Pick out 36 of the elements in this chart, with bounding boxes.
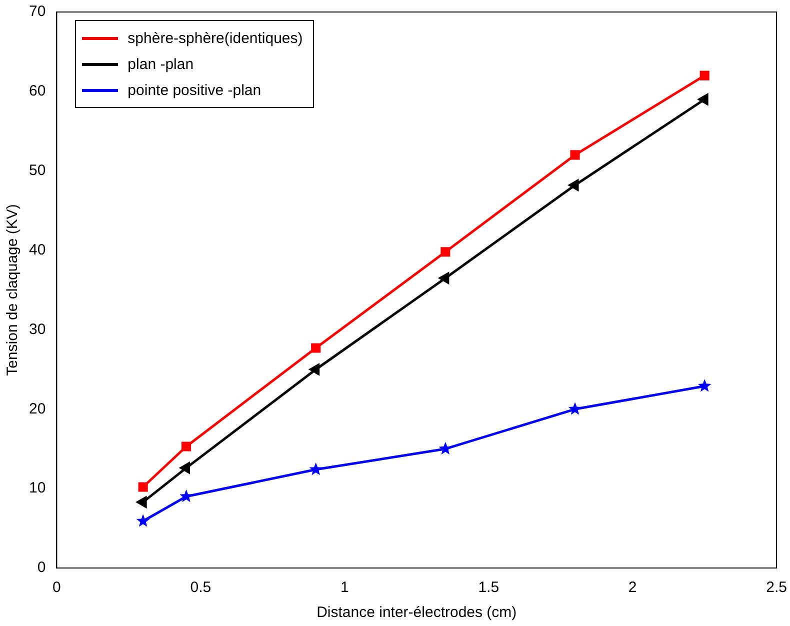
x-tick-label: 0.5 [190,579,212,596]
point [439,272,450,284]
x-tick-label: 1.5 [478,579,500,596]
y-axis-title: Tension de claquage (KV) [4,204,22,376]
y-tick-label: 60 [28,82,46,100]
y-tick-label: 10 [28,480,46,497]
point [138,482,148,492]
point [136,496,147,508]
x-tick-label: 2 [628,579,637,596]
y-tick-label: 50 [28,162,46,179]
point [570,150,580,160]
point [309,462,322,476]
point [698,94,708,105]
x-axis-title: Distance inter-électrodes (cm) [316,604,517,622]
x-tick-label: 0 [52,579,61,596]
legend-label: plan -plan [128,56,194,72]
x-tick-label: 2.5 [766,579,788,596]
y-tick-label: 30 [28,320,46,338]
point [311,343,321,353]
legend-label: sphère-sphère(identiques) [128,30,303,46]
point [568,180,579,191]
y-tick-label: 0 [37,559,46,576]
y-tick-label: 20 [28,400,46,418]
y-tick-label: 40 [28,241,46,258]
point [310,364,320,376]
point [181,442,192,452]
x-tick-label: 1 [340,579,349,596]
legend-label: pointe positive -plan [128,82,262,98]
point [440,247,450,257]
point [180,462,190,474]
point [698,379,712,392]
y-tick-label: 70 [28,3,46,20]
point [180,490,193,502]
point [568,402,582,415]
point [136,514,150,527]
point [700,70,710,80]
